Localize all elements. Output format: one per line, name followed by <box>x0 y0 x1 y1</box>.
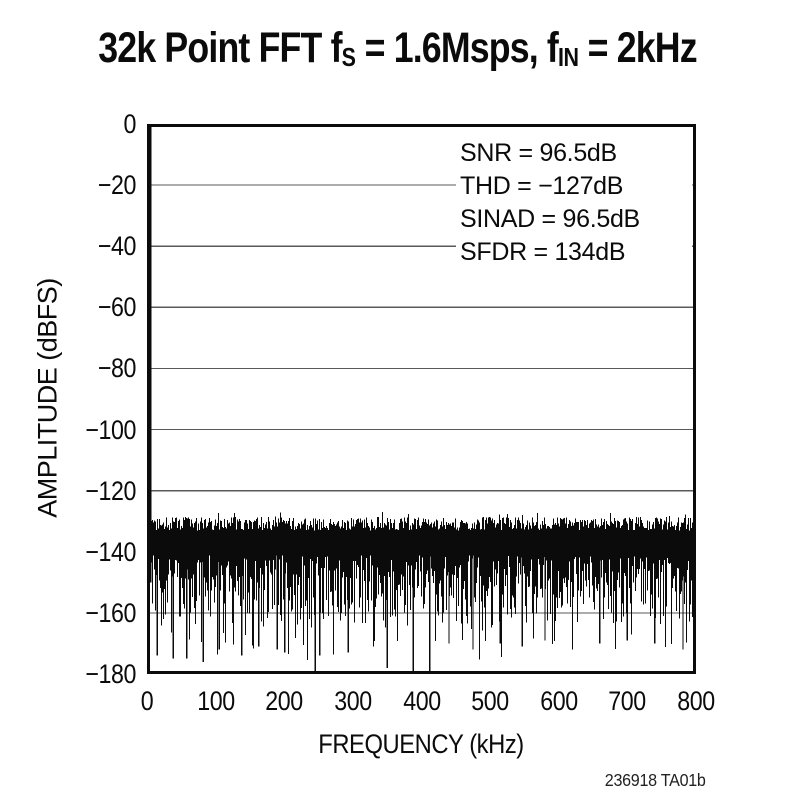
plot-border <box>147 124 696 674</box>
x-tick-label: 100 <box>196 686 235 716</box>
y-tick-label: 0 <box>123 109 137 139</box>
noise-floor <box>148 512 695 661</box>
chart-title: 32k Point FFT fS = 1.6Msps, fIN = 2kHz <box>0 22 795 84</box>
y-tick-label: −40 <box>97 231 137 262</box>
stat-line: THD = −127dB <box>460 172 624 200</box>
y-tick-label: −120 <box>85 475 136 506</box>
x-axis-label: FREQUENCY (kHz) <box>318 729 524 759</box>
stat-line: SNR = 96.5dB <box>460 139 617 167</box>
x-tick-label: 800 <box>677 686 715 716</box>
x-tick-label: 500 <box>471 686 509 716</box>
y-tick-label: −160 <box>85 597 136 628</box>
figure-code: 236918 TA01b <box>605 770 706 790</box>
x-tick-label: 700 <box>608 686 647 716</box>
stat-line: SINAD = 96.5dB <box>460 205 640 233</box>
y-tick-label: −100 <box>85 414 136 445</box>
x-tick-label: 0 <box>140 686 154 716</box>
y-tick-label: −180 <box>85 659 136 689</box>
stats-annotation: SNR = 96.5dB THD = −127dB SINAD = 96.5dB SF… <box>456 136 692 271</box>
chart-title-text: 32k Point FFT fS = 1.6Msps, fIN = 2kHz <box>98 22 698 84</box>
x-tick-label: 400 <box>402 686 441 716</box>
x-tick-label: 200 <box>265 686 304 716</box>
x-tick-label: 300 <box>334 686 372 716</box>
title-subscript: S <box>341 43 356 72</box>
x-tick-label: 600 <box>540 686 578 716</box>
deep-noise-spikes <box>156 530 684 674</box>
title-segment: = 1.6Msps, f <box>355 24 559 72</box>
title-segment: = 2kHz <box>578 24 698 72</box>
stat-line: SFDR = 134dB <box>460 238 626 266</box>
y-tick-label: −140 <box>85 536 136 567</box>
title-segment: 32k Point FFT f <box>98 24 342 72</box>
y-tick-label: −80 <box>97 353 137 384</box>
y-tick-label: −20 <box>97 170 137 201</box>
title-subscript: IN <box>557 43 579 72</box>
y-tick-label: −60 <box>97 292 137 323</box>
